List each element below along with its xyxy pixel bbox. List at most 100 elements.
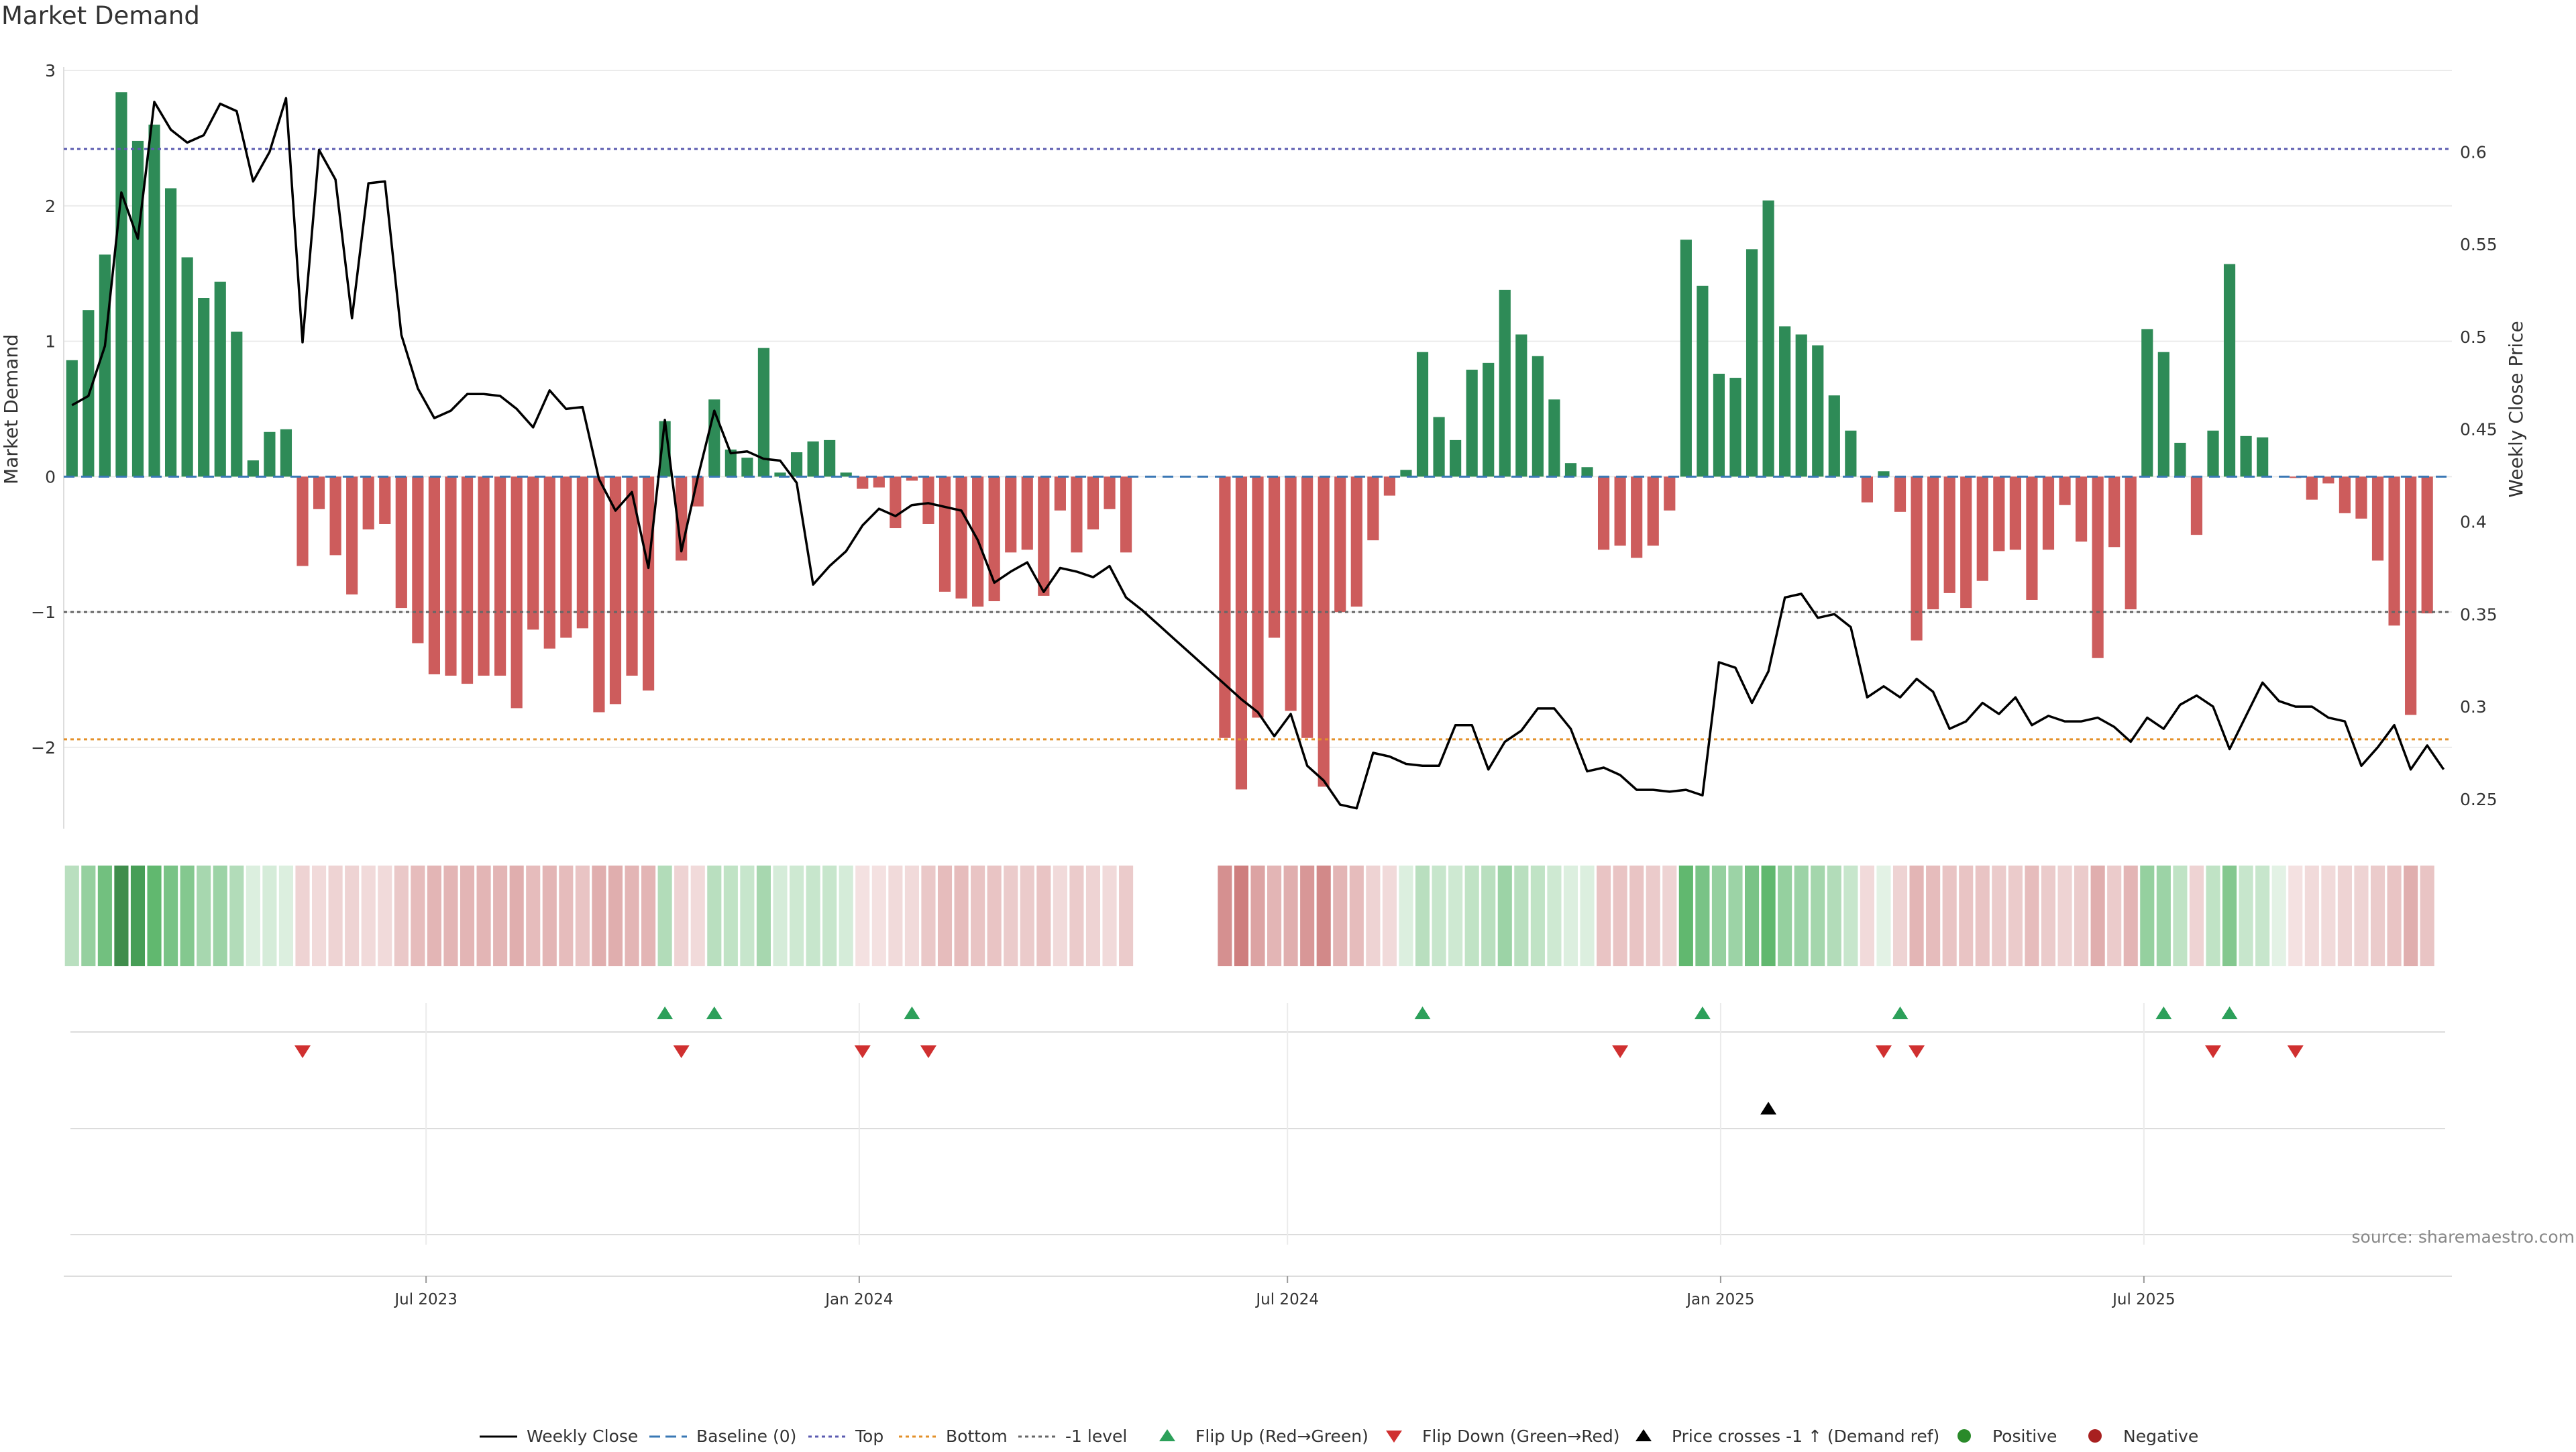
bar-negative (527, 476, 539, 630)
bar-negative (1071, 476, 1083, 553)
y-right-tick-label: 0.5 (2460, 327, 2487, 347)
demand-strip-cell (1892, 866, 1908, 966)
flip-up-marker (706, 1006, 722, 1019)
demand-strip-cell (1102, 866, 1117, 966)
demand-strip-cell (1300, 866, 1315, 966)
y-left-tick-label: 2 (45, 197, 56, 216)
demand-strip-cell (2321, 866, 2336, 966)
demand-strip-cell (987, 866, 1002, 966)
bar-negative (313, 476, 325, 509)
bar-negative (1301, 476, 1313, 738)
bar-negative (988, 476, 1000, 601)
legend-flip-up: Flip Up (Red→Green) (1195, 1427, 1368, 1446)
bar-negative (1219, 476, 1231, 738)
demand-strip-cell (608, 866, 623, 966)
demand-strip-cell (1827, 866, 1841, 966)
demand-strip-cell (278, 866, 294, 966)
demand-strip-cell (526, 866, 541, 966)
bar-negative (2108, 476, 2121, 548)
bar-negative (445, 476, 457, 676)
flip-down-marker (1875, 1045, 1892, 1058)
demand-strip-cell (394, 866, 409, 966)
demand-strip-cell (954, 866, 969, 966)
bar-negative (692, 476, 704, 507)
bar-negative (297, 476, 309, 566)
demand-strip-cell (2222, 866, 2237, 966)
bar-negative (1104, 476, 1116, 509)
demand-strip-cell (871, 866, 886, 966)
bar-negative (511, 476, 523, 709)
demand-strip-cell (361, 866, 376, 966)
demand-strip-cell (1860, 866, 1874, 966)
y-right-tick-label: 0.35 (2460, 605, 2498, 624)
x-tick-label: Jan 2025 (1685, 1291, 1754, 1308)
demand-strip-cell (1448, 866, 1463, 966)
bar-positive (148, 124, 160, 477)
source-note: source: sharemaestro.com (2352, 1227, 2575, 1247)
demand-strip-cell (197, 866, 211, 966)
flip-down-marker (854, 1045, 871, 1058)
bar-positive (1499, 289, 1511, 477)
demand-strip-cell (1085, 866, 1101, 966)
y-left-tick-label: 0 (45, 467, 56, 486)
bar-negative (1235, 476, 1248, 790)
bar-positive (1564, 463, 1577, 477)
bar-negative (1894, 476, 1907, 512)
demand-strip-cell (164, 866, 178, 966)
y-right-tick-label: 0.3 (2460, 697, 2487, 717)
demand-strip-cell (328, 866, 343, 966)
bar-negative (2371, 476, 2384, 561)
flip-up-marker (1892, 1006, 1909, 1019)
bar-positive (115, 92, 127, 477)
demand-strip-cell (509, 866, 524, 966)
demand-strip-cell (1959, 866, 1974, 966)
legend-negative: Negative (2123, 1427, 2198, 1446)
bar-negative (906, 476, 918, 481)
demand-strip-cell (2255, 866, 2270, 966)
bar-positive (2257, 437, 2269, 477)
bar-positive (181, 257, 193, 477)
demand-strip-cell (1497, 866, 1512, 966)
bar-negative (478, 476, 490, 676)
demand-strip-cell (378, 866, 392, 966)
demand-strip-cell (1283, 866, 1298, 966)
bar-positive (1433, 417, 1445, 477)
x-tick-label: Jul 2023 (393, 1291, 458, 1308)
bar-negative (1597, 476, 1610, 550)
flip-down-marker (1909, 1045, 1925, 1058)
demand-strip-cell (822, 866, 837, 966)
demand-strip-cell (1069, 866, 1084, 966)
demand-strip-cell (1218, 866, 1232, 966)
bar-positive (790, 452, 803, 477)
legend-baseline: Baseline (0) (696, 1427, 796, 1446)
flip-up-marker (2221, 1006, 2238, 1019)
demand-strip-cell (1678, 866, 1693, 966)
demand-strip-cell (2008, 866, 2023, 966)
flip-up-marker (2155, 1006, 2172, 1019)
demand-strip-cell (2404, 866, 2418, 966)
demand-strip-cell (130, 866, 146, 966)
bar-negative (1367, 476, 1379, 541)
bar-positive (1450, 439, 1462, 477)
bar-positive (1515, 334, 1527, 477)
bar-negative (1087, 476, 1099, 530)
demand-strip-cell (1119, 866, 1134, 966)
demand-strip-cell (213, 866, 227, 966)
demand-strip-cell (559, 866, 574, 966)
demand-strip-cell (460, 866, 475, 966)
demand-strip-cell (592, 866, 606, 966)
demand-strip-cell (2337, 866, 2352, 966)
bar-negative (2322, 476, 2334, 484)
demand-strip-cell (1250, 866, 1265, 966)
bar-positive (1697, 285, 1709, 477)
demand-strip-cell (1382, 866, 1397, 966)
bar-positive (1729, 378, 1741, 477)
bar-negative (1285, 476, 1297, 711)
bar-negative (2339, 476, 2351, 513)
flip-up-marker (657, 1006, 674, 1019)
demand-strip-cell (1234, 866, 1249, 966)
y-right-tick-label: 0.45 (2460, 420, 2498, 439)
demand-strip-cell (1778, 866, 1792, 966)
price-cross-marker (1760, 1102, 1777, 1114)
